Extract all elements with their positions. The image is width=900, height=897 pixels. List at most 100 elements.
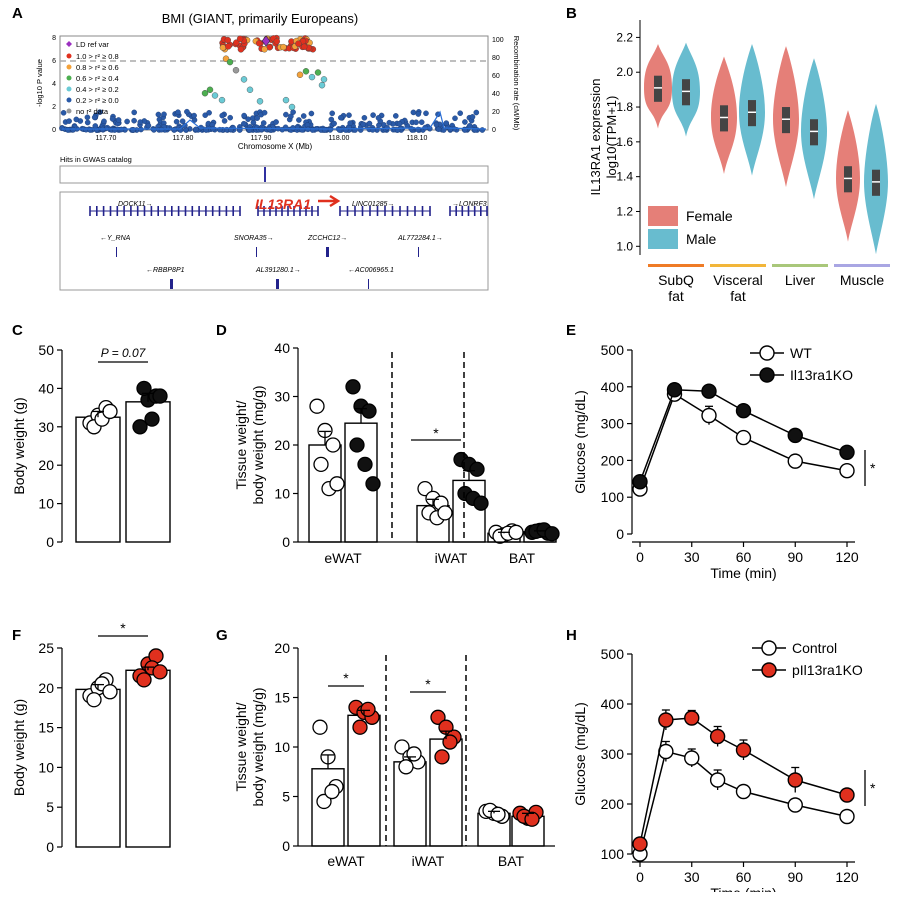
panel-b-ytick-label: 1.2: [616, 204, 633, 218]
category-label: Liver: [785, 272, 816, 288]
data-point: [136, 380, 152, 397]
category-bar: [834, 264, 890, 267]
snp-point: [173, 118, 180, 125]
snp-point: [280, 43, 287, 51]
data-point-pIl13ra1KO: [684, 710, 700, 726]
snp-point: [59, 125, 65, 132]
legend-swatch-male: [648, 229, 678, 249]
x-tick-label: 30: [684, 549, 700, 565]
panel-b-ytick-label: 1.6: [616, 135, 633, 149]
snp-point: [346, 112, 352, 118]
snp-point: [418, 119, 425, 125]
snp-point: [73, 116, 80, 123]
snp-point: [410, 109, 417, 116]
data-point: [312, 719, 328, 735]
exon: [421, 206, 424, 216]
exon: [414, 206, 416, 216]
panel-a-genes: [89, 206, 488, 289]
exon: [354, 206, 356, 216]
snp-point: [193, 126, 199, 133]
snp-point: [314, 69, 322, 76]
y-tick-label: 20: [274, 640, 290, 656]
data-point: [345, 379, 361, 395]
snp-point: [219, 44, 227, 51]
legend-female: Female: [686, 208, 733, 224]
legend-marker: [759, 345, 775, 361]
snp-point: [241, 112, 247, 119]
data-point-Il13ra1KO: [839, 444, 855, 461]
y-tick-label: 200: [601, 452, 625, 468]
snp-point: [91, 114, 98, 121]
data-point: [144, 411, 160, 427]
snp-point: [155, 111, 162, 118]
exon: [96, 206, 98, 216]
panel-b-yticks: 1.0 1.2 1.4 1.6 1.8 2.0 2.2: [616, 30, 640, 253]
legend-item: no r² data: [76, 107, 109, 116]
data-point: [102, 403, 118, 420]
x-tick-label: 60: [736, 549, 752, 565]
snp-point: [283, 111, 289, 118]
panel-a-y2tick: 80: [492, 55, 500, 62]
y-tick-label: 300: [601, 746, 625, 762]
snp-point: [111, 127, 118, 133]
snp-point: [137, 119, 144, 125]
exon: [225, 206, 228, 216]
snp-point: [321, 127, 328, 133]
bar-Control-iWAT: [393, 761, 427, 847]
y-tick-label: 0: [46, 534, 54, 550]
panel-e-line: 0 100 200 300 400 500 Glucose (mg/dL) 0 30 60 90 12…: [572, 342, 876, 581]
x-tick-label: 0: [636, 869, 644, 885]
snp-point: [336, 127, 343, 133]
panel-a-xtick: 118.10: [407, 135, 428, 142]
data-point-Il13ra1KO: [701, 383, 717, 399]
panel-a-y2axis: 0 20 40 60 80 100: [492, 37, 504, 134]
panel-b-violin: 1.0 1.2 1.4 1.6 1.8 2.0 2.2 IL13RA1 expression…: [588, 20, 890, 304]
exon: [184, 206, 187, 216]
legend-label: WT: [790, 345, 812, 361]
snp-point: [131, 117, 137, 124]
panel-a-y2tick: 40: [492, 91, 500, 98]
panel-a-xlabel: Chromosome X (Mb): [238, 142, 313, 151]
snp-point: [366, 120, 373, 127]
snp-point: [457, 110, 464, 116]
data-point: [394, 739, 410, 755]
x-tick-label: 90: [787, 549, 803, 565]
exon: [293, 206, 295, 216]
exon: [143, 206, 146, 216]
exon: [429, 206, 431, 216]
data-point: [313, 456, 329, 473]
x-axis-label: Time (min): [710, 565, 776, 581]
data-point-Control: [709, 772, 726, 788]
y-tick-label: 15: [38, 720, 54, 736]
legend-item: 0.8 > r² ≥ 0.6: [76, 63, 119, 72]
exon: [232, 206, 234, 216]
snp-point: [240, 76, 248, 83]
data-point: [406, 746, 422, 762]
data-point: [442, 734, 458, 750]
y-tick-label: 5: [282, 789, 290, 805]
violin-box: [872, 169, 880, 196]
snp-point: [435, 126, 442, 132]
snp-point: [288, 103, 296, 111]
snp-point: [273, 38, 280, 45]
snp-point: [184, 108, 190, 115]
snp-point: [329, 110, 336, 117]
data-point-pIl13ra1KO: [839, 787, 855, 803]
y-tick-label: 100: [601, 489, 625, 505]
exon: [399, 206, 401, 216]
exon: [89, 206, 91, 216]
snp-point: [221, 118, 228, 124]
snp-point: [201, 89, 209, 97]
exon: [384, 206, 386, 216]
exon: [150, 206, 153, 216]
y-axis-label: body weight (mg/g): [250, 385, 266, 504]
gene-label: AL772284.1→: [397, 235, 443, 242]
data-point-pIl13ra1KO: [632, 836, 648, 852]
y-axis-label: Glucose (mg/dL): [572, 390, 588, 493]
series-line-Control: [639, 750, 848, 855]
snp-point: [151, 127, 157, 133]
data-point: [398, 759, 414, 775]
legend-marker: [66, 64, 72, 70]
x-tick-label: 90: [787, 869, 803, 885]
y-axis-label: Tissue weight/: [233, 702, 249, 791]
